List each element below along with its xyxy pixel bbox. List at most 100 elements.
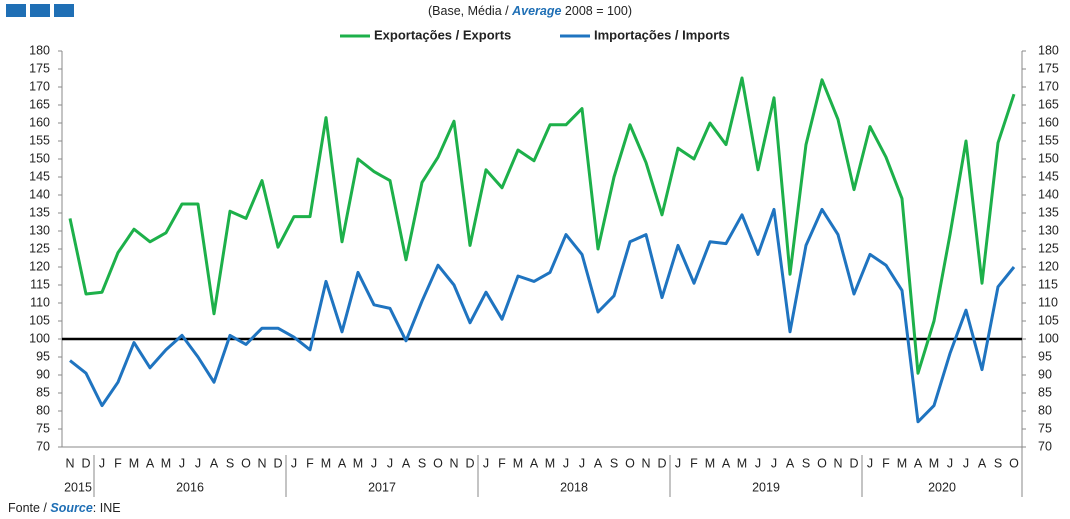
x-tick-label: D xyxy=(273,456,282,470)
x-tick-label: F xyxy=(306,456,314,470)
y-tick-label: 135 xyxy=(29,205,50,219)
x-tick-label: M xyxy=(545,456,555,470)
subtitle-part: Average xyxy=(511,4,561,18)
y-tick-label: 155 xyxy=(29,133,50,147)
year-label: 2015 xyxy=(64,480,92,494)
subtitle-part: 2008 = 100) xyxy=(561,4,632,18)
x-tick-label: F xyxy=(498,456,506,470)
x-tick-label: J xyxy=(579,456,585,470)
y2-tick-label: 90 xyxy=(1038,367,1052,381)
logo xyxy=(30,4,50,17)
y-tick-label: 70 xyxy=(36,439,50,453)
x-tick-label: S xyxy=(610,456,618,470)
y2-tick-label: 170 xyxy=(1038,79,1059,93)
y-tick-label: 95 xyxy=(36,349,50,363)
x-tick-label: J xyxy=(755,456,761,470)
y-tick-label: 120 xyxy=(29,259,50,273)
y-tick-label: 180 xyxy=(29,43,50,57)
x-tick-label: M xyxy=(353,456,363,470)
x-tick-label: S xyxy=(802,456,810,470)
y-tick-label: 130 xyxy=(29,223,50,237)
year-label: 2018 xyxy=(560,480,588,494)
x-tick-label: J xyxy=(483,456,489,470)
y2-tick-label: 130 xyxy=(1038,223,1059,237)
x-tick-label: O xyxy=(241,456,251,470)
year-label: 2020 xyxy=(928,480,956,494)
year-label: 2017 xyxy=(368,480,396,494)
x-tick-label: J xyxy=(371,456,377,470)
x-tick-label: D xyxy=(849,456,858,470)
series-line xyxy=(68,76,1016,375)
year-label: 2019 xyxy=(752,480,780,494)
x-tick-label: N xyxy=(641,456,650,470)
y2-tick-label: 85 xyxy=(1038,385,1052,399)
x-tick-label: M xyxy=(321,456,331,470)
y-tick-label: 145 xyxy=(29,169,50,183)
x-tick-label: A xyxy=(722,456,731,470)
subtitle-part: (Base, Média / xyxy=(428,4,512,18)
y-tick-label: 165 xyxy=(29,97,50,111)
y-tick-label: 85 xyxy=(36,385,50,399)
x-tick-label: J xyxy=(963,456,969,470)
series-line xyxy=(69,207,1016,424)
y2-tick-label: 145 xyxy=(1038,169,1059,183)
x-tick-label: O xyxy=(1009,456,1019,470)
x-tick-label: F xyxy=(114,456,122,470)
y-tick-label: 75 xyxy=(36,421,50,435)
y2-tick-label: 150 xyxy=(1038,151,1059,165)
x-tick-label: F xyxy=(882,456,890,470)
x-tick-label: M xyxy=(929,456,939,470)
y2-tick-label: 80 xyxy=(1038,403,1052,417)
x-tick-label: D xyxy=(465,456,474,470)
x-tick-label: A xyxy=(338,456,347,470)
x-tick-label: O xyxy=(433,456,443,470)
x-tick-label: A xyxy=(530,456,539,470)
x-tick-label: A xyxy=(402,456,411,470)
y2-tick-label: 75 xyxy=(1038,421,1052,435)
y-tick-label: 90 xyxy=(36,367,50,381)
logo xyxy=(6,4,26,17)
y-tick-label: 160 xyxy=(29,115,50,129)
y-tick-label: 105 xyxy=(29,313,50,327)
x-tick-label: J xyxy=(867,456,873,470)
x-tick-label: N xyxy=(257,456,266,470)
x-tick-label: A xyxy=(146,456,155,470)
y2-tick-label: 175 xyxy=(1038,61,1059,75)
logo xyxy=(54,4,74,17)
x-tick-label: A xyxy=(914,456,923,470)
y-tick-label: 175 xyxy=(29,61,50,75)
x-tick-label: J xyxy=(99,456,105,470)
y2-tick-label: 180 xyxy=(1038,43,1059,57)
y2-tick-label: 165 xyxy=(1038,97,1059,111)
year-label: 2016 xyxy=(176,480,204,494)
x-tick-label: J xyxy=(195,456,201,470)
y-tick-label: 150 xyxy=(29,151,50,165)
y-tick-label: 170 xyxy=(29,79,50,93)
y2-tick-label: 140 xyxy=(1038,187,1059,201)
x-tick-label: N xyxy=(65,456,74,470)
x-tick-label: J xyxy=(563,456,569,470)
x-tick-label: A xyxy=(594,456,603,470)
source: Fonte / Source: INE xyxy=(8,501,121,515)
x-tick-label: A xyxy=(210,456,219,470)
x-tick-label: O xyxy=(817,456,827,470)
x-tick-label: N xyxy=(833,456,842,470)
source-part: Fonte / xyxy=(8,501,50,515)
legend-label: Importações / Imports xyxy=(594,27,730,42)
y2-tick-label: 110 xyxy=(1038,295,1058,309)
source-part: Source xyxy=(50,501,92,515)
y2-tick-label: 70 xyxy=(1038,439,1052,453)
x-tick-label: J xyxy=(947,456,953,470)
x-tick-label: D xyxy=(657,456,666,470)
x-tick-label: J xyxy=(387,456,393,470)
x-tick-label: M xyxy=(129,456,139,470)
x-tick-label: A xyxy=(978,456,987,470)
x-tick-label: J xyxy=(291,456,297,470)
y2-tick-label: 155 xyxy=(1038,133,1059,147)
y2-tick-label: 125 xyxy=(1038,241,1059,255)
y-tick-label: 80 xyxy=(36,403,50,417)
y-tick-label: 100 xyxy=(29,331,50,345)
y2-tick-label: 120 xyxy=(1038,259,1059,273)
subtitle: (Base, Média / Average 2008 = 100) xyxy=(428,4,632,18)
